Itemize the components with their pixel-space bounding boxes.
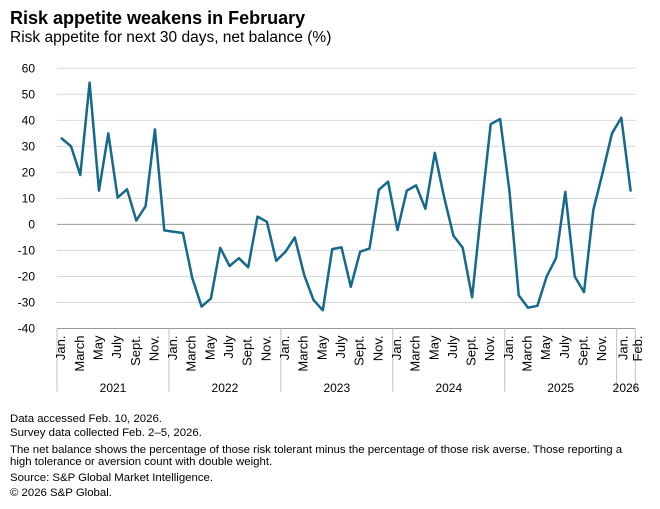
svg-text:-30: -30 <box>18 296 36 310</box>
svg-text:2024: 2024 <box>435 381 462 395</box>
svg-text:Jan.: Jan. <box>277 336 292 361</box>
svg-text:2021: 2021 <box>100 381 127 395</box>
svg-text:2026: 2026 <box>613 381 640 395</box>
svg-text:Nov.: Nov. <box>146 336 161 362</box>
svg-text:Sept.: Sept. <box>128 336 143 366</box>
svg-text:May: May <box>314 335 329 360</box>
svg-text:July: July <box>109 335 124 359</box>
svg-text:July: July <box>557 335 572 359</box>
svg-text:Nov.: Nov. <box>594 336 609 362</box>
svg-text:March: March <box>72 336 87 372</box>
svg-text:Nov.: Nov. <box>370 336 385 362</box>
svg-text:Nov.: Nov. <box>482 336 497 362</box>
svg-text:March: March <box>408 336 423 372</box>
svg-text:40: 40 <box>22 113 36 127</box>
svg-text:Nov.: Nov. <box>258 336 273 362</box>
svg-text:July: July <box>333 335 348 359</box>
svg-text:Sept.: Sept. <box>464 336 479 366</box>
svg-text:Jan.: Jan. <box>389 336 404 361</box>
svg-text:Sept.: Sept. <box>576 336 591 366</box>
svg-text:50: 50 <box>22 87 36 101</box>
svg-text:Jan.: Jan. <box>616 336 631 361</box>
svg-text:-20: -20 <box>18 269 36 283</box>
svg-text:Feb.: Feb. <box>630 336 645 362</box>
svg-text:-40: -40 <box>18 322 36 336</box>
svg-text:May: May <box>426 335 441 360</box>
svg-text:2025: 2025 <box>547 381 574 395</box>
svg-text:March: March <box>184 336 199 372</box>
svg-text:Sept.: Sept. <box>240 336 255 366</box>
svg-text:May: May <box>538 335 553 360</box>
svg-text:Jan.: Jan. <box>53 336 68 361</box>
svg-text:July: July <box>445 335 460 359</box>
svg-text:Sept.: Sept. <box>352 336 367 366</box>
svg-text:March: March <box>520 336 535 372</box>
svg-text:July: July <box>221 335 236 359</box>
svg-text:May: May <box>202 335 217 360</box>
svg-text:March: March <box>296 336 311 372</box>
svg-text:2022: 2022 <box>212 381 239 395</box>
svg-text:2023: 2023 <box>323 381 350 395</box>
svg-text:60: 60 <box>22 61 36 75</box>
svg-text:-10: -10 <box>18 243 36 257</box>
svg-text:0: 0 <box>28 217 35 231</box>
svg-text:Jan.: Jan. <box>501 336 516 361</box>
svg-text:Jan.: Jan. <box>165 336 180 361</box>
svg-text:May: May <box>91 335 106 360</box>
svg-text:10: 10 <box>22 191 36 205</box>
svg-text:30: 30 <box>22 139 36 153</box>
svg-text:20: 20 <box>22 165 36 179</box>
